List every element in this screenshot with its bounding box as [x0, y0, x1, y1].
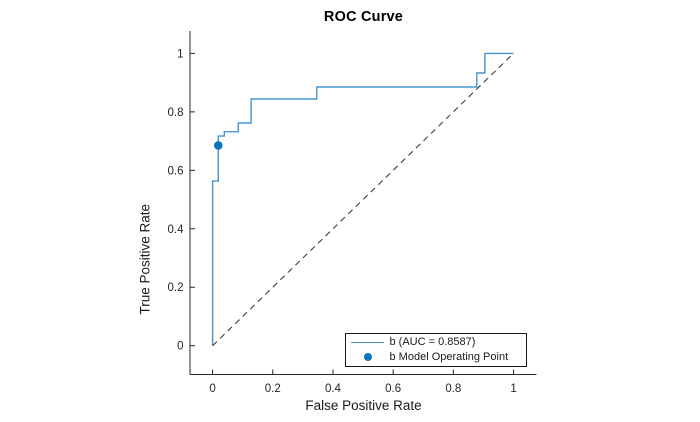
operating-point-marker — [213, 141, 223, 150]
y-tick-label: 0 — [177, 341, 183, 353]
x-tick-label: 0.2 — [265, 383, 281, 395]
legend-key-line — [346, 341, 390, 343]
x-tick-label: 1 — [510, 383, 516, 395]
y-tick-label: 0.2 — [168, 282, 184, 294]
y-axis-label-text: True Positive Rate — [137, 203, 152, 315]
legend-label-operating-point: b Model Operating Point — [389, 351, 509, 363]
legend-row-operating-point: b Model Operating Point — [346, 350, 526, 365]
y-tick-label: 0.8 — [168, 107, 184, 119]
y-tick-label: 0.4 — [168, 224, 185, 236]
x-tick-label: 0.8 — [445, 383, 461, 395]
legend-key-dot — [346, 353, 390, 361]
x-tick-label: 0 — [209, 383, 215, 395]
x-tick-label: 0.6 — [385, 383, 401, 395]
roc-curve-line — [211, 52, 514, 346]
reference-line — [212, 53, 514, 347]
x-axis-label: False Positive Rate — [305, 398, 422, 413]
legend-label-auc: b (AUC = 0.8587) — [389, 336, 476, 348]
chart-title: ROC Curve — [323, 9, 404, 25]
operating-point-dot-icon — [363, 353, 372, 361]
y-tick-label: 1 — [177, 48, 183, 60]
legend: b (AUC = 0.8587) b Model Operating Point — [344, 332, 527, 367]
roc-line-sample-icon — [351, 341, 384, 343]
x-tick-label: 0.4 — [325, 383, 342, 395]
legend-row-auc: b (AUC = 0.8587) — [346, 335, 526, 350]
y-tick-label: 0.6 — [168, 165, 184, 177]
